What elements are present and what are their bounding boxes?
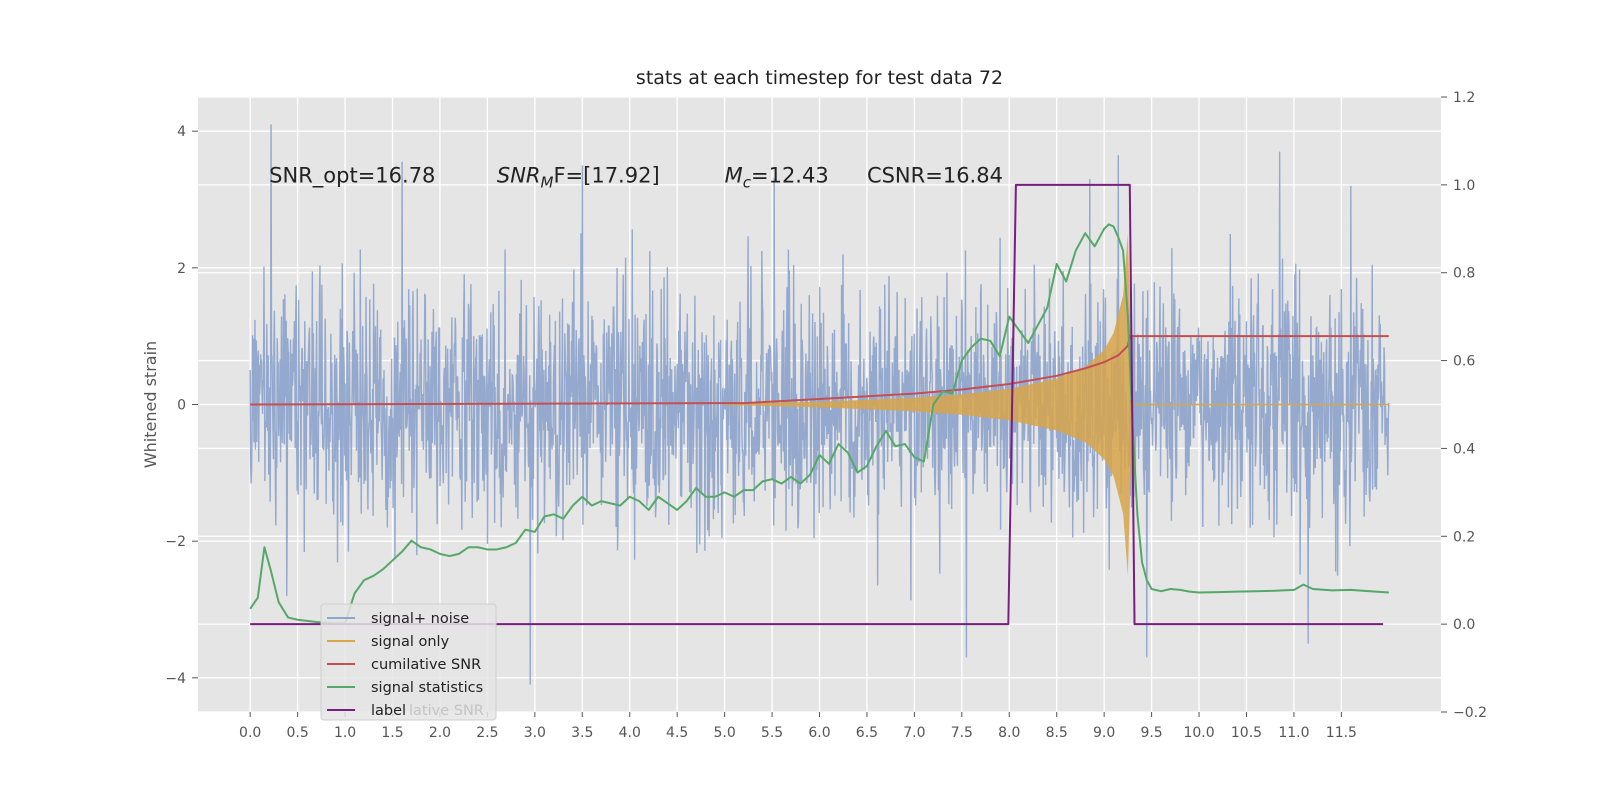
annotation-math-main: M (725, 164, 743, 188)
legend-label-text: label (371, 703, 406, 719)
annotation-1: SNRMF=[17.92] (497, 164, 660, 192)
x-tick-label: 3.5 (571, 725, 593, 741)
y-tick-label-left: 0 (177, 398, 186, 414)
y-tick-label-left: −2 (165, 534, 186, 550)
x-tick-label: 2.0 (429, 725, 451, 741)
cumulative-snr-line (250, 335, 1389, 406)
noise-series-line (249, 124, 1390, 685)
x-tick-label: 9.0 (1093, 725, 1115, 741)
y-tick-label-left: 4 (177, 124, 186, 140)
y-tick-label-right: 0.6 (1453, 354, 1475, 370)
x-tick-label: 5.5 (761, 725, 783, 741)
x-tick-label: 6.5 (856, 725, 878, 741)
y-tick-label-right: 0.0 (1453, 617, 1475, 633)
x-tick-label: 0.5 (286, 725, 308, 741)
y-tick-label-right: −0.2 (1453, 705, 1487, 721)
y-tick-label-right: 0.2 (1453, 529, 1475, 545)
x-tick-label: 8.0 (998, 725, 1020, 741)
signal-series-layer (724, 233, 1389, 576)
x-tick-label: 1.5 (381, 725, 403, 741)
annotation-2: Mc=12.43 (725, 164, 829, 192)
signal-only-envelope (724, 233, 1133, 576)
annotation-3: CSNR=16.84 (867, 164, 1003, 188)
label-line (250, 183, 1384, 626)
legend: signal+ noise signal only cumilative SNR si… (320, 603, 497, 721)
annotation-rest: =12.43 (751, 164, 829, 188)
x-tick-label: 1.0 (334, 725, 356, 741)
y-tick-label-right: 0.4 (1453, 441, 1475, 457)
x-tick-label: 3.0 (524, 725, 546, 741)
annotation-math-sub: c (743, 174, 752, 192)
x-tick-label: 10.0 (1183, 725, 1214, 741)
x-tick-label: 6.0 (808, 725, 830, 741)
x-tick-label: 2.5 (476, 725, 498, 741)
annotation-0: SNR_opt=16.78 (269, 164, 435, 189)
signal-statistics-line (249, 223, 1389, 625)
legend-cumulative-snr-text: cumilative SNR (371, 657, 481, 673)
x-tick-label: 11.5 (1326, 725, 1357, 741)
x-tick-label: 0.0 (239, 725, 261, 741)
y-tick-label-right: 1.0 (1453, 178, 1475, 194)
x-tick-label: 7.5 (951, 725, 973, 741)
axes: 0.0 0.5 1.0 1.5 2.0 2.5 3.0 3.5 4.0 4.5 5.0 5.5 6.0 6… (165, 90, 1487, 741)
x-tick-label: 8.5 (1046, 725, 1068, 741)
legend-signal-statistics-text: signal statistics (371, 680, 483, 696)
line-series-layer (249, 183, 1389, 626)
y-tick-label-left: −4 (165, 671, 186, 687)
legend-box (320, 603, 497, 721)
chart-title: stats at each timestep for test data 72 (636, 67, 1003, 89)
annotation-math-main: SNR (497, 164, 541, 188)
y-axis-title: Whitened strain (141, 341, 160, 468)
y-tick-label-right: 1.2 (1453, 90, 1475, 106)
y-tick-label-right: 0.8 (1453, 266, 1475, 282)
noise-series-layer (249, 124, 1390, 685)
legend-signal-noise-text: signal+ noise (371, 611, 469, 627)
legend-signal-only-text: signal only (371, 634, 450, 650)
y-tick-label-left: 2 (177, 261, 186, 277)
annotation-rest: F=[17.92] (553, 164, 659, 188)
x-tick-label: 9.5 (1140, 725, 1162, 741)
x-tick-label: 4.0 (619, 725, 641, 741)
annotations: SNR_opt=16.78 SNRMF=[17.92] Mc=12.43 CSNR=1… (269, 164, 1003, 192)
legend-ghost-text: lative SNR (409, 703, 484, 719)
x-tick-label: 10.5 (1231, 725, 1262, 741)
x-tick-label: 4.5 (666, 725, 688, 741)
x-tick-label: 5.0 (713, 725, 735, 741)
x-tick-label: 7.0 (903, 725, 925, 741)
x-tick-label: 11.0 (1278, 725, 1309, 741)
annotation-math-sub: M (541, 174, 554, 192)
